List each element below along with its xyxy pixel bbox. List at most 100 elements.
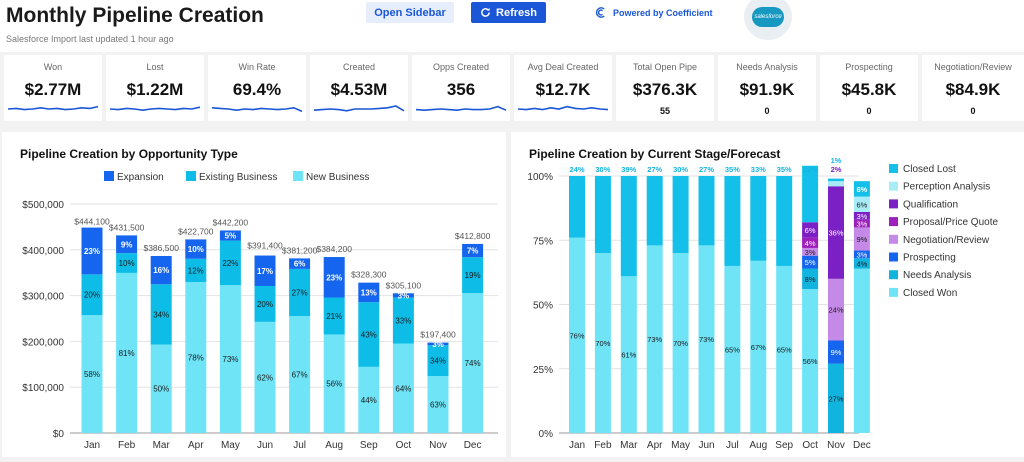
stage-segment-needs-analysis[interactable] xyxy=(853,258,870,269)
stage-segment-negotiation-review[interactable] xyxy=(828,278,844,341)
stage-segment-needs-analysis[interactable] xyxy=(802,268,819,290)
stage-segment-closed-lost[interactable] xyxy=(672,176,689,254)
stage-segment-closed-lost[interactable] xyxy=(569,176,585,238)
stage-segment-closed-won[interactable] xyxy=(802,289,819,433)
legend-negotiation-review[interactable]: Negotiation/Review xyxy=(889,234,990,246)
stage-segment-qualification[interactable] xyxy=(828,186,844,279)
bar-segment-new-business[interactable] xyxy=(254,321,276,433)
bar-segment-new-business[interactable] xyxy=(358,366,380,433)
bar-segment-new-business[interactable] xyxy=(116,272,138,433)
bar-segment-expansion[interactable] xyxy=(427,342,449,346)
bar-segment-expansion[interactable] xyxy=(185,239,207,259)
bar-segment-existing-business[interactable] xyxy=(358,302,380,367)
x-tick-label: Aug xyxy=(325,440,343,451)
bar-segment-new-business[interactable] xyxy=(185,281,207,433)
powered-by-coefficient[interactable]: Powered by Coefficient xyxy=(594,6,713,19)
stage-segment-closed-won[interactable] xyxy=(724,265,741,433)
stage-segment-qualification[interactable] xyxy=(802,222,819,238)
bar-segment-expansion[interactable] xyxy=(462,243,484,258)
bar-segment-existing-business[interactable] xyxy=(323,297,345,335)
stage-segment-negotiation-review[interactable] xyxy=(853,227,870,251)
stage-segment-closed-lost[interactable] xyxy=(594,176,611,254)
legend-prospecting[interactable]: Prospecting xyxy=(889,252,956,264)
salesforce-logo-text: salesforce xyxy=(754,14,782,20)
kpi-card-negotiation-review: Negotiation/Review $84.9K 0 xyxy=(922,55,1024,121)
stage-segment-closed-won[interactable] xyxy=(672,253,689,433)
x-tick-label: Mar xyxy=(153,440,171,451)
sparkline xyxy=(517,105,609,111)
refresh-button[interactable]: Refresh xyxy=(471,2,546,23)
bar-segment-expansion[interactable] xyxy=(358,282,380,303)
stage-segment-closed-lost[interactable] xyxy=(620,176,637,277)
legend-qualification[interactable]: Qualification xyxy=(889,199,958,210)
stage-segment-closed-won[interactable] xyxy=(620,276,637,433)
bar-segment-expansion[interactable] xyxy=(323,257,345,298)
stage-segment-qualification[interactable] xyxy=(853,211,870,220)
bar-segment-expansion[interactable] xyxy=(254,255,276,287)
bar-segment-expansion[interactable] xyxy=(289,258,311,269)
stage-segment-closed-lost[interactable] xyxy=(724,176,741,266)
stage-segment-closed-won[interactable] xyxy=(569,237,585,433)
stage-segment-closed-won[interactable] xyxy=(750,260,767,433)
stage-segment-closed-lost[interactable] xyxy=(646,176,663,246)
bar-segment-new-business[interactable] xyxy=(392,343,414,433)
stage-segment-negotiation-review[interactable] xyxy=(802,247,819,256)
stage-segment-prospecting[interactable] xyxy=(802,255,819,269)
bar-segment-new-business[interactable] xyxy=(427,376,449,433)
bar-segment-existing-business[interactable] xyxy=(81,274,103,316)
stage-segment-closed-won[interactable] xyxy=(776,265,793,433)
bar-segment-new-business[interactable] xyxy=(462,293,484,433)
bar-segment-new-business[interactable] xyxy=(81,315,103,433)
legend-proposal-price-quote[interactable]: Proposal/Price Quote xyxy=(889,217,998,228)
bar-segment-existing-business[interactable] xyxy=(150,284,172,345)
legend-expansion[interactable]: Expansion xyxy=(104,171,164,183)
kpi-card-win-rate: Win Rate 69.4% xyxy=(208,55,306,121)
stage-segment-closed-won[interactable] xyxy=(646,245,663,433)
stage-segment-perception-analysis[interactable] xyxy=(853,196,870,212)
bar-segment-existing-business[interactable] xyxy=(462,257,484,294)
stage-segment-closed-won[interactable] xyxy=(698,245,715,433)
legend-existing-business[interactable]: Existing Business xyxy=(186,171,277,183)
stage-segment-proposal-price-quote[interactable] xyxy=(853,219,870,228)
stage-segment-closed-lost[interactable] xyxy=(698,176,715,246)
stage-segment-closed-lost[interactable] xyxy=(828,178,844,182)
stage-segment-closed-lost[interactable] xyxy=(776,176,793,266)
bar-segment-existing-business[interactable] xyxy=(185,258,207,282)
bar-total-label: $386,500 xyxy=(143,243,179,253)
legend-new-business[interactable]: New Business xyxy=(293,171,369,183)
bar-segment-new-business[interactable] xyxy=(289,316,311,433)
stage-segment-prospecting[interactable] xyxy=(853,250,870,259)
legend-needs-analysis[interactable]: Needs Analysis xyxy=(889,270,971,281)
bar-segment-existing-business[interactable] xyxy=(254,286,276,322)
stage-segment-closed-lost[interactable] xyxy=(853,181,870,197)
legend-closed-lost[interactable]: Closed Lost xyxy=(889,164,956,175)
bar-segment-expansion[interactable] xyxy=(81,227,103,275)
stage-value-label: 35% xyxy=(725,165,740,174)
stage-segment-closed-lost[interactable] xyxy=(750,176,767,261)
legend-closed-won[interactable]: Closed Won xyxy=(889,287,957,299)
stage-segment-closed-won[interactable] xyxy=(853,268,870,433)
bar-segment-expansion[interactable] xyxy=(116,235,138,254)
bar-total-label: $328,300 xyxy=(351,270,387,280)
bar-segment-expansion[interactable] xyxy=(150,255,172,285)
y-tick-label: $100,000 xyxy=(22,383,64,394)
stage-segment-perception-analysis[interactable] xyxy=(828,181,844,187)
stage-segment-proposal-price-quote[interactable] xyxy=(802,237,819,248)
stage-segment-prospecting[interactable] xyxy=(828,340,844,364)
stage-segment-closed-won[interactable] xyxy=(594,253,611,433)
legend-perception-analysis[interactable]: Perception Analysis xyxy=(889,181,990,193)
bar-segment-new-business[interactable] xyxy=(323,334,345,433)
bar-segment-existing-business[interactable] xyxy=(392,297,414,344)
stage-segment-closed-lost[interactable] xyxy=(802,165,819,223)
bar-value-label: 17% xyxy=(257,267,273,276)
bar-segment-existing-business[interactable] xyxy=(289,268,311,317)
stage-segment-needs-analysis[interactable] xyxy=(828,363,844,433)
bar-segment-existing-business[interactable] xyxy=(427,345,449,377)
bar-segment-existing-business[interactable] xyxy=(116,253,138,273)
bar-segment-new-business[interactable] xyxy=(219,285,241,433)
bar-segment-expansion[interactable] xyxy=(219,230,241,241)
bar-segment-existing-business[interactable] xyxy=(219,240,241,286)
open-sidebar-button[interactable]: Open Sidebar xyxy=(366,2,454,23)
bar-segment-expansion[interactable] xyxy=(392,293,414,298)
bar-segment-new-business[interactable] xyxy=(150,344,172,433)
